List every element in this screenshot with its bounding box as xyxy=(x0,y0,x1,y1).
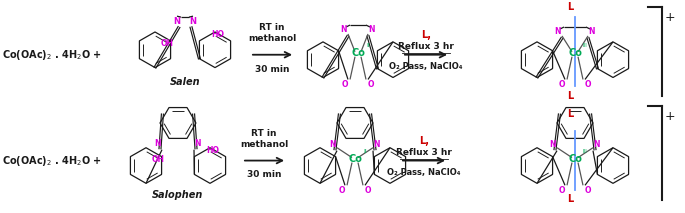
Text: N: N xyxy=(594,140,600,149)
Text: O: O xyxy=(559,186,565,195)
Text: L: L xyxy=(567,91,573,101)
Text: +: + xyxy=(664,110,675,123)
Text: L: L xyxy=(567,194,573,204)
Text: III: III xyxy=(582,149,588,154)
Text: RT in
methanol: RT in methanol xyxy=(240,129,288,149)
Text: N: N xyxy=(588,27,595,36)
Text: II: II xyxy=(363,149,367,154)
Text: OH: OH xyxy=(152,155,165,164)
Text: III: III xyxy=(582,43,588,48)
Text: +: + xyxy=(664,11,675,24)
Text: L: L xyxy=(567,2,573,12)
Text: N: N xyxy=(369,26,375,35)
Text: Reflux 3 hr: Reflux 3 hr xyxy=(396,148,452,157)
Text: Salen: Salen xyxy=(170,77,200,87)
Text: L,: L, xyxy=(421,30,431,40)
Text: N: N xyxy=(173,17,181,26)
Text: Co(OAc)$_2$ . 4H$_2$O +: Co(OAc)$_2$ . 4H$_2$O + xyxy=(2,48,102,62)
Text: Salophen: Salophen xyxy=(152,190,203,200)
Text: N: N xyxy=(195,139,201,148)
Text: 30 min: 30 min xyxy=(255,65,289,74)
Text: N: N xyxy=(555,27,561,36)
Text: L: L xyxy=(567,109,573,119)
Text: O₂ Pass, NaClO₄: O₂ Pass, NaClO₄ xyxy=(389,62,463,71)
Text: OH: OH xyxy=(161,39,174,48)
Text: N: N xyxy=(340,26,347,35)
Text: Co: Co xyxy=(568,154,582,164)
Text: O: O xyxy=(342,80,348,89)
Text: HO: HO xyxy=(212,30,225,39)
Text: O: O xyxy=(339,186,345,195)
Text: O: O xyxy=(585,80,591,89)
Text: HO: HO xyxy=(206,146,219,155)
Text: O: O xyxy=(559,80,565,89)
Text: N: N xyxy=(374,140,380,149)
Text: RT in
methanol: RT in methanol xyxy=(248,23,296,43)
Text: Co(OAc)$_2$ . 4H$_2$O +: Co(OAc)$_2$ . 4H$_2$O + xyxy=(2,154,102,168)
Text: 30 min: 30 min xyxy=(247,170,282,180)
Text: Co: Co xyxy=(348,154,362,164)
Text: O: O xyxy=(585,186,591,195)
Text: L,: L, xyxy=(419,136,429,146)
Text: O: O xyxy=(364,186,371,195)
Text: N: N xyxy=(329,140,336,149)
Text: N: N xyxy=(550,140,556,149)
Text: II: II xyxy=(366,43,370,48)
Text: Co: Co xyxy=(351,48,365,58)
Text: Reflux 3 hr: Reflux 3 hr xyxy=(398,42,454,51)
Text: N: N xyxy=(190,17,197,26)
Text: Co: Co xyxy=(568,48,582,58)
Text: N: N xyxy=(155,139,161,148)
Text: O₂ Pass, NaClO₄: O₂ Pass, NaClO₄ xyxy=(387,168,461,177)
Text: O: O xyxy=(368,80,374,89)
